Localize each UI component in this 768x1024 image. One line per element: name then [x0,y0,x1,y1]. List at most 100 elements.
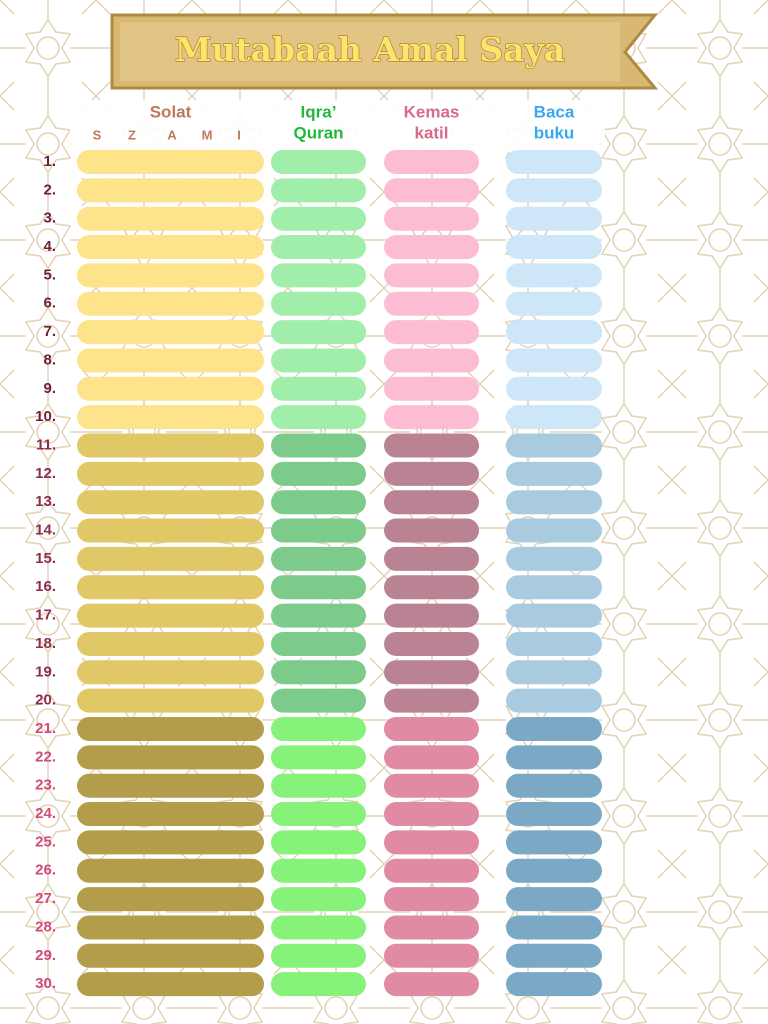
check-cell [77,603,264,628]
check-cell [506,830,602,855]
check-cell [506,291,602,316]
row-number: 5. [43,266,56,283]
column-header: Solat [150,102,192,121]
check-cell [506,433,602,458]
check-cell [384,915,479,940]
check-cell [506,858,602,883]
check-cell [384,291,479,316]
row-number: 20. [35,692,56,709]
row-number: 17. [35,607,56,624]
check-cell [506,348,602,373]
check-cell [271,717,366,741]
check-cell [506,178,602,203]
row-number: 30. [35,975,56,992]
check-cell [271,603,366,628]
check-cell [506,461,602,486]
check-cell [384,887,479,912]
check-cell [506,603,602,628]
check-cell [271,433,366,458]
check-cell [506,887,602,912]
check-cell [77,263,264,288]
check-cell [271,490,366,515]
check-cell [77,206,264,231]
row-number: 23. [35,777,56,794]
row-number: 6. [43,295,56,312]
check-cell [77,405,264,430]
check-cell [271,291,366,316]
column-header: Baca [534,102,575,121]
check-cell [271,887,366,912]
check-cell [384,320,479,345]
check-cell [271,773,366,798]
row-number: 11. [36,436,56,453]
check-cell [271,405,366,430]
check-cell [271,461,366,486]
check-cell [384,773,479,798]
check-cell [384,348,479,373]
check-cell [384,943,479,968]
check-cell [384,376,479,401]
check-cell [77,660,264,685]
row-number: 15. [35,550,56,567]
row-number: 10. [35,408,56,425]
check-cell [77,518,264,543]
check-cell [384,603,479,628]
check-cell [77,546,264,571]
row-number: 9. [43,380,56,397]
check-cell [384,575,479,600]
check-cell [271,575,366,600]
check-cell [506,490,602,515]
check-cell [384,206,479,231]
check-cell [506,773,602,798]
row-number: 1. [43,153,56,170]
check-cell [271,348,366,373]
check-cell [271,178,366,203]
check-cell [506,717,602,741]
prayer-label: M [202,127,213,142]
check-cell [384,263,479,288]
column-header: Kemas [404,102,460,121]
check-cell [506,320,602,345]
check-cell [271,688,366,713]
row-number: 12. [35,465,56,482]
check-cell [271,631,366,656]
prayer-label: S [93,127,102,142]
check-cell [384,518,479,543]
check-cell [271,376,366,401]
check-cell [77,320,264,345]
row-number: 3. [43,210,56,227]
check-cell [506,235,602,260]
check-cell [506,972,602,997]
check-cell [384,802,479,827]
row-number: 25. [35,833,56,850]
column-header: Quran [293,123,343,142]
check-cell [271,943,366,968]
check-cell [384,688,479,713]
row-number: 4. [43,238,56,255]
check-cell [506,943,602,968]
check-cell [77,745,264,770]
row-number: 29. [35,947,56,964]
check-cell [77,150,264,174]
row-number: 13. [35,493,56,510]
check-cell [506,631,602,656]
check-cell [506,745,602,770]
check-cell [384,461,479,486]
check-cell [77,461,264,486]
check-cell [384,178,479,203]
check-cell [77,972,264,997]
check-cell [271,150,366,174]
check-cell [271,972,366,997]
column-header: katil [414,123,448,142]
check-cell [271,858,366,883]
row-number: 7. [43,323,56,340]
check-cell [77,915,264,940]
check-cell [77,178,264,203]
check-cell [384,235,479,260]
check-cell [77,291,264,316]
check-cell [384,490,479,515]
check-cell [506,688,602,713]
check-cell [506,263,602,288]
check-cell [271,802,366,827]
